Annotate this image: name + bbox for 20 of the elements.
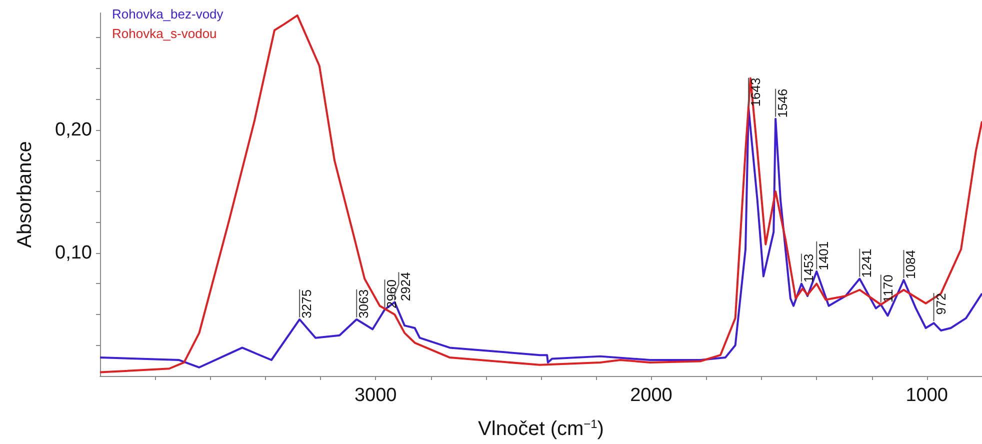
annotation: 1401 [816,241,832,270]
y-axis-title: Absorbance [14,141,36,248]
annotation: 1084 [903,250,918,279]
annotation: 1241 [859,248,874,278]
y-tick-label: 0,20 [55,119,92,140]
y-tick-label: 0,10 [55,242,92,264]
annotation: 2960 [384,280,400,308]
x-tick-label: 1000 [906,385,948,406]
x-tick-label: 2000 [630,385,672,406]
annotation: 1170 [880,274,896,303]
annotation: 3063 [356,289,372,318]
annotation: 1546 [775,88,790,118]
annotation: 2924 [398,272,414,302]
x-tick-label: 3000 [354,385,397,406]
annotation: 1453 [800,254,816,283]
annotation: 1643 [748,78,764,107]
annotation: 3275 [299,289,314,318]
text: Rohovka_bez-vody [112,6,224,22]
text: Rohovka_s-vodou [112,26,217,41]
annotation: 972 [933,293,948,315]
